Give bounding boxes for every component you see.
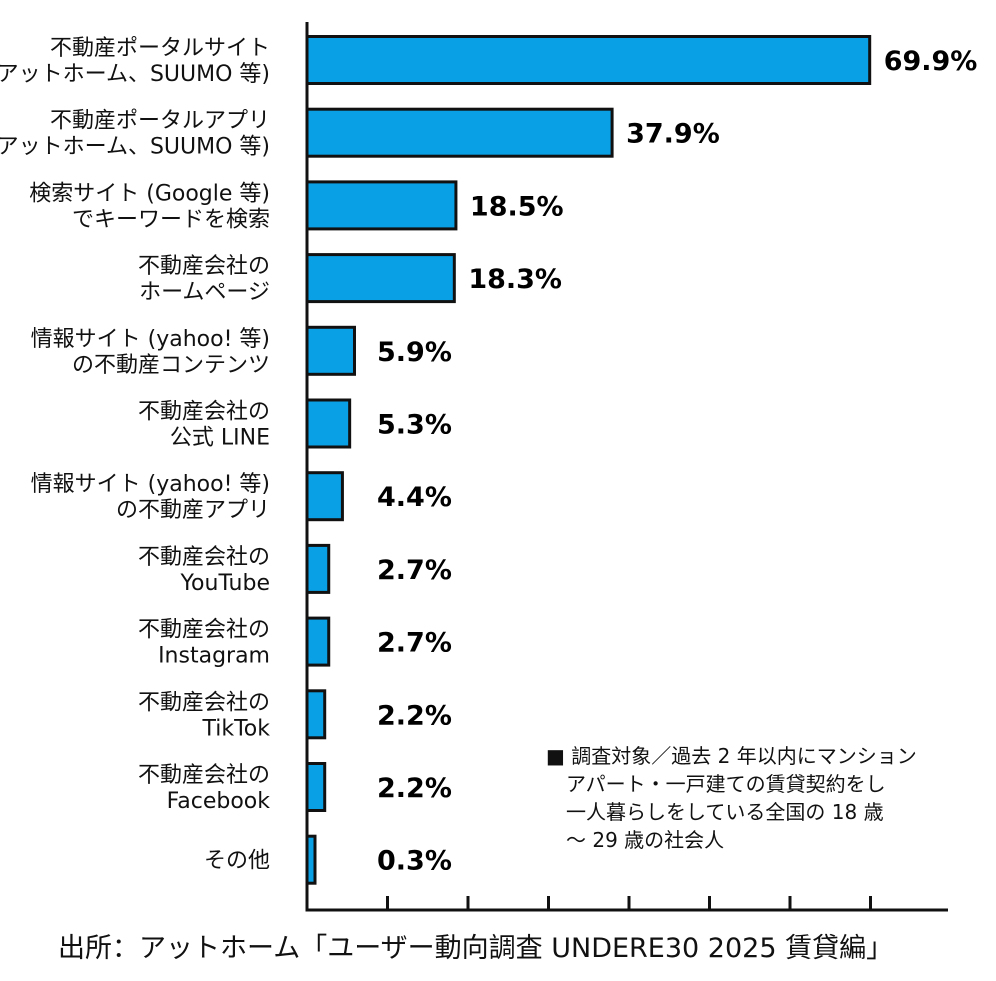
bar bbox=[305, 616, 331, 667]
axes-group bbox=[305, 22, 948, 912]
category-label: Facebook bbox=[167, 789, 271, 814]
survey-note-line: アパート・一戸建ての賃貸契約をし bbox=[566, 772, 886, 796]
bar bbox=[305, 107, 614, 158]
category-label: 不動産ポータルサイト bbox=[50, 36, 270, 61]
bars-group bbox=[305, 35, 872, 885]
category-label: 不動産会社の bbox=[138, 400, 270, 425]
bar bbox=[305, 35, 872, 85]
bar-value-label: 5.9% bbox=[377, 337, 452, 368]
category-label: の不動産アプリ bbox=[116, 498, 270, 523]
value-labels-group: 69.9% 37.9% 18.5% 18.3% 5.9% 5.3% 4.4% 2.7% 2.7%… bbox=[377, 46, 977, 877]
category-label: ホームページ bbox=[139, 280, 270, 305]
bar-value-label: 37.9% bbox=[626, 119, 720, 150]
category-label: TikTok bbox=[201, 716, 270, 741]
bar-value-label: 4.4% bbox=[377, 482, 452, 513]
bar-value-label: 0.3% bbox=[377, 846, 452, 877]
bar-value-label: 18.3% bbox=[468, 264, 562, 295]
category-label: 不動産会社の bbox=[138, 763, 270, 788]
bar bbox=[305, 325, 356, 376]
survey-note: ■ 調査対象／過去 2 年以内にマンション アパート・一戸建ての賃貸契約をし 一… bbox=[546, 742, 976, 854]
bar bbox=[305, 689, 327, 740]
category-label: 検索サイト (Google 等) bbox=[29, 181, 270, 206]
category-label: 情報サイト (yahoo! 等) bbox=[31, 327, 270, 352]
category-label: 不動産会社の bbox=[138, 618, 270, 643]
category-label: でキーワードを検索 bbox=[72, 207, 270, 232]
category-label: 公式 LINE bbox=[170, 426, 270, 451]
bar bbox=[305, 762, 327, 812]
source-caption: 出所：アットホーム「ユーザー動向調査 UNDERE30 2025 賃貸編」 bbox=[58, 933, 894, 964]
category-labels-group: 不動産ポータルサイト(アットホーム、SUUMO 等)不動産ポータルアプリ(アット… bbox=[0, 36, 270, 874]
category-label: 情報サイト (yahoo! 等) bbox=[31, 472, 270, 497]
category-label: 不動産会社の bbox=[138, 254, 270, 279]
bar-value-label: 2.2% bbox=[377, 700, 452, 731]
bar-value-label: 5.3% bbox=[377, 410, 452, 441]
bar-value-label: 2.7% bbox=[377, 555, 452, 586]
category-label: の不動産コンテンツ bbox=[72, 353, 270, 378]
category-label: (アットホーム、SUUMO 等) bbox=[0, 135, 270, 160]
category-label: (アットホーム、SUUMO 等) bbox=[0, 62, 270, 87]
survey-note-line: 一人暮らしをしている全国の 18 歳 bbox=[566, 800, 884, 824]
category-label: その他 bbox=[204, 849, 270, 874]
category-label: YouTube bbox=[180, 571, 270, 596]
bar bbox=[305, 398, 352, 449]
survey-note-line: ■ 調査対象／過去 2 年以内にマンション bbox=[546, 744, 917, 768]
bar bbox=[305, 180, 458, 231]
category-label: 不動産会社の bbox=[138, 545, 270, 570]
bar-value-label: 69.9% bbox=[884, 46, 978, 77]
survey-note-line: ～ 29 歳の社会人 bbox=[566, 828, 725, 852]
bar bbox=[305, 543, 331, 594]
bar-value-label: 2.2% bbox=[377, 773, 452, 804]
category-label: Instagram bbox=[158, 644, 270, 669]
category-label: 不動産ポータルアプリ bbox=[50, 109, 270, 134]
bar bbox=[305, 253, 456, 304]
bar-value-label: 18.5% bbox=[470, 191, 564, 222]
bar bbox=[305, 471, 344, 522]
bar-value-label: 2.7% bbox=[377, 628, 452, 659]
category-label: 不動産会社の bbox=[138, 690, 270, 715]
